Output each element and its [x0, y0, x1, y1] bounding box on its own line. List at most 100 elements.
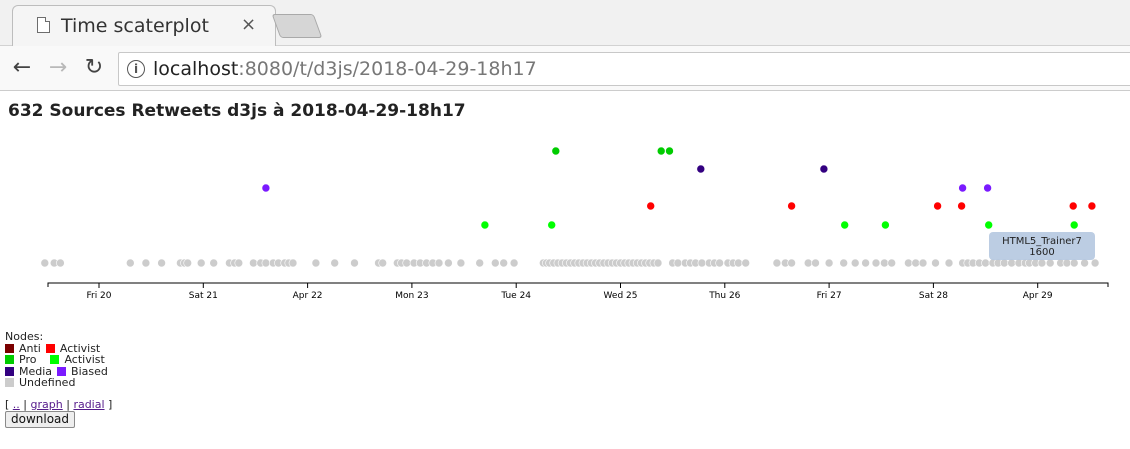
data-point-undefined [861, 258, 870, 268]
data-point-undefined [981, 258, 990, 268]
data-point-media-biased [983, 183, 992, 193]
data-point-undefined [1045, 258, 1055, 268]
time-axis: Fri 20 Sat 21 Apr 22 Mon 23 Tue 24 Wed 25 Thu … [47, 282, 1109, 300]
data-point-undefined [1090, 258, 1100, 268]
data-point-undefined [311, 258, 321, 268]
graph-link[interactable]: graph [30, 398, 63, 411]
anti-activist-swatch [45, 343, 55, 353]
data-point-pro-activist [840, 220, 850, 230]
data-point-media [696, 164, 706, 174]
data-point-undefined [880, 258, 889, 268]
forward-button[interactable]: → [44, 54, 72, 82]
data-point-undefined [850, 258, 860, 268]
anti-swatch [5, 343, 14, 353]
tooltip-value: 1600 [1029, 247, 1054, 258]
axis-tick-label: Thu 26 [708, 291, 740, 300]
legend-label-undefined: Undefined [19, 376, 76, 390]
data-point-undefined [918, 258, 928, 268]
data-point-undefined [350, 258, 359, 268]
parent-link[interactable]: .. [12, 398, 20, 411]
data-point-undefined [209, 258, 218, 268]
axis-line [47, 282, 1109, 287]
links-open-bracket: [ [5, 398, 10, 411]
data-point-pro-activist [480, 220, 490, 230]
download-button[interactable]: download [5, 411, 76, 428]
axis-tick-label: Sat 21 [189, 291, 218, 300]
data-point-undefined [456, 258, 466, 268]
legend-row-anti: Anti Activist [5, 341, 108, 355]
data-point-undefined [475, 258, 485, 268]
arrow-right-icon: → [48, 55, 68, 80]
legend-label-anti-activist: Activist [59, 341, 101, 355]
data-point-undefined [871, 258, 881, 268]
data-point-undefined [839, 258, 849, 268]
axis-tick-label: Apr 29 [1023, 291, 1053, 300]
data-point-pro-activist [881, 220, 890, 230]
data-point-undefined [734, 258, 743, 268]
data-point-undefined [772, 258, 782, 268]
back-button[interactable]: ← [8, 54, 36, 82]
data-point-anti-activist [933, 201, 942, 211]
legend-heading: Nodes: [5, 330, 44, 343]
axis-tick-label: Fri 27 [817, 291, 842, 300]
data-point-undefined [824, 258, 834, 268]
arrow-left-icon: ← [12, 55, 32, 80]
data-point-undefined [444, 258, 453, 268]
data-point-undefined [288, 258, 298, 268]
data-point-anti-activist [1087, 201, 1097, 211]
data-point-anti-activist [1068, 201, 1078, 211]
data-point-undefined [931, 258, 940, 268]
data-point-undefined [40, 258, 50, 268]
data-point-undefined [803, 258, 813, 268]
tooltip-name: HTML5_Trainer7 [1002, 236, 1082, 247]
data-point-undefined [715, 258, 724, 268]
pro-activist-swatch [50, 355, 60, 365]
media-swatch [5, 366, 14, 376]
axis-tick-label: Apr 22 [293, 291, 323, 300]
legend-label-media: Media [19, 364, 53, 378]
links-separator: | [23, 398, 28, 411]
media-biased-swatch [57, 366, 67, 376]
address-bar[interactable]: i localhost:8080/t/d3js/2018-04-29-18h17 [118, 52, 1130, 86]
reload-icon: ↻ [84, 55, 104, 80]
data-point-undefined [653, 258, 663, 268]
legend-label-anti: Anti [19, 341, 41, 355]
page-icon [37, 17, 50, 33]
axis-tick-label: Tue 24 [500, 291, 531, 300]
radial-link[interactable]: radial [73, 398, 105, 411]
data-point-undefined [1007, 258, 1016, 268]
data-point-undefined [330, 258, 340, 268]
tab-title: Time scaterplot [61, 15, 209, 37]
data-point-anti-activist [787, 201, 796, 211]
undefined-points [40, 258, 1100, 268]
tab-close-button[interactable]: × [241, 14, 257, 35]
axis-tick-label: Mon 23 [395, 291, 428, 300]
data-point-undefined [1069, 258, 1079, 268]
data-point-undefined [904, 258, 913, 268]
data-point-pro-activist [984, 220, 994, 230]
data-point-undefined [434, 258, 444, 268]
legend-row-pro: Pro Activist [5, 354, 108, 366]
data-point-undefined [141, 258, 151, 268]
links-close-bracket: ] [108, 398, 113, 411]
data-point-undefined [944, 258, 954, 268]
info-icon[interactable]: i [127, 60, 145, 78]
data-point-undefined [1080, 258, 1089, 268]
data-point-undefined [887, 258, 897, 268]
data-point-undefined [787, 258, 796, 268]
page-title: 632 Sources Retweets d3js à 2018-04-29-1… [8, 101, 466, 121]
data-point-anti-activist [646, 201, 656, 211]
browser-tab[interactable]: Time scaterplot × [12, 5, 276, 46]
data-point-undefined [490, 258, 500, 268]
url-path: :8080/t/d3js/2018-04-29-18h17 [238, 58, 537, 80]
tab-strip: Time scaterplot × [0, 0, 1130, 46]
legend-label-media-biased: Biased [71, 364, 108, 378]
data-point-undefined [697, 258, 707, 268]
data-point-pro-activist [1069, 220, 1079, 230]
reload-button[interactable]: ↻ [80, 54, 108, 82]
data-point-undefined [811, 258, 820, 268]
new-tab-button[interactable] [271, 14, 323, 38]
axis-tick-label: Sat 28 [919, 291, 948, 300]
legend-label-pro: Pro [19, 353, 37, 367]
data-point-undefined [196, 258, 206, 268]
